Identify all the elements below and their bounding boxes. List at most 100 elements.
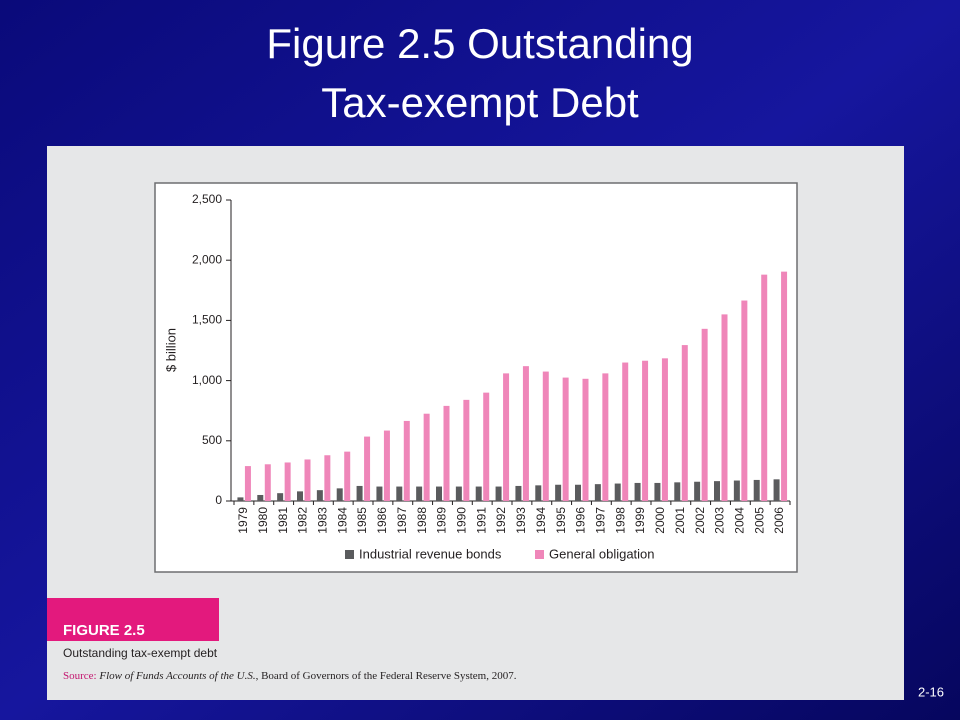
- bar: [614, 483, 621, 501]
- x-tick-label: 2001: [673, 507, 687, 534]
- bar: [297, 491, 303, 501]
- x-tick-label: 1984: [335, 507, 349, 534]
- figure-label-box: [47, 598, 219, 641]
- figure-label: FIGURE 2.5: [63, 622, 145, 639]
- x-tick-label: 1997: [594, 507, 608, 534]
- bar: [721, 314, 728, 501]
- source-title: Flow of Funds Accounts of the U.S.: [98, 670, 255, 682]
- bar: [773, 479, 780, 501]
- bar: [753, 479, 760, 501]
- figure-caption: Outstanding tax-exempt debt: [63, 646, 218, 660]
- bar: [495, 486, 502, 501]
- bar: [761, 274, 768, 501]
- bar: [781, 271, 788, 501]
- bar: [503, 373, 510, 501]
- bar: [237, 497, 244, 501]
- bar: [694, 481, 701, 501]
- x-tick-label: 1994: [534, 507, 548, 534]
- x-tick-label: 1989: [435, 507, 449, 534]
- x-tick-label: 2006: [772, 507, 786, 534]
- bar: [423, 413, 430, 501]
- bar: [542, 371, 549, 501]
- bar: [654, 482, 661, 501]
- legend-label: General obligation: [549, 546, 655, 561]
- bar: [562, 377, 569, 501]
- x-tick-label: 2003: [713, 507, 727, 534]
- bar: [344, 451, 351, 501]
- bar: [396, 486, 403, 501]
- x-tick-label: 1980: [256, 507, 270, 534]
- bar: [436, 486, 442, 501]
- bar: [336, 488, 343, 501]
- bar: [681, 345, 688, 501]
- slide-number: 2-16: [918, 684, 944, 699]
- x-tick-label: 1981: [276, 507, 290, 534]
- bar: [277, 493, 284, 501]
- figure-source: Source: Flow of Funds Accounts of the U.…: [63, 670, 517, 682]
- x-tick-label: 1979: [236, 507, 250, 534]
- y-tick-label: 2,000: [192, 252, 222, 266]
- bar: [463, 399, 470, 501]
- source-rest: , Board of Governors of the Federal Rese…: [256, 670, 517, 682]
- y-tick-label: 2,500: [192, 192, 222, 206]
- bar: [701, 328, 708, 501]
- x-tick-label: 2002: [693, 507, 707, 534]
- bar: [284, 462, 291, 501]
- bar: [582, 378, 589, 501]
- bar: [324, 455, 331, 501]
- slide-title: Tax-exempt Debt: [321, 79, 639, 126]
- y-tick-label: 1,000: [192, 373, 222, 387]
- bar: [575, 484, 581, 501]
- bar: [383, 430, 390, 501]
- bar: [455, 486, 462, 501]
- x-tick-label: 1993: [514, 507, 528, 534]
- bar: [741, 300, 748, 501]
- bar: [364, 436, 371, 501]
- bar: [515, 485, 522, 501]
- bar: [264, 464, 271, 501]
- bar: [356, 485, 363, 501]
- bar: [535, 485, 542, 501]
- x-tick-label: 1988: [415, 507, 429, 534]
- y-tick-label: 1,500: [192, 313, 222, 327]
- x-tick-label: 1990: [455, 507, 469, 534]
- bar: [642, 360, 649, 501]
- bar: [522, 366, 529, 501]
- x-tick-label: 1985: [355, 507, 369, 534]
- x-tick-label: 2000: [653, 507, 667, 534]
- x-tick-label: 1986: [375, 507, 389, 534]
- bar: [316, 490, 323, 501]
- bar: [244, 466, 251, 501]
- bar: [475, 486, 482, 501]
- bar: [443, 405, 450, 501]
- bar: [257, 494, 264, 501]
- bar: [661, 358, 668, 501]
- chart-frame: [154, 182, 798, 573]
- x-tick-label: 1982: [296, 507, 310, 534]
- x-tick-label: 1998: [613, 507, 627, 534]
- x-tick-label: 1992: [494, 507, 508, 534]
- bar: [304, 459, 311, 501]
- x-tick-label: 1999: [633, 507, 647, 534]
- x-tick-label: 1987: [395, 507, 409, 534]
- y-tick-label: 500: [202, 433, 222, 447]
- bar: [555, 484, 562, 501]
- legend-swatch: [345, 550, 354, 559]
- x-tick-label: 1995: [554, 507, 568, 534]
- y-axis-label: $ billion: [163, 328, 178, 372]
- legend-label: Industrial revenue bonds: [359, 546, 502, 561]
- bar: [376, 486, 383, 501]
- bar: [602, 373, 609, 501]
- bar: [622, 362, 629, 501]
- y-tick-label: 0: [215, 493, 222, 507]
- bar: [403, 420, 410, 501]
- bar: [594, 484, 601, 501]
- x-tick-label: 2004: [733, 507, 747, 534]
- source-label: Source:: [63, 670, 97, 682]
- x-tick-label: 1991: [474, 507, 488, 534]
- x-tick-label: 1983: [316, 507, 330, 534]
- bar: [674, 482, 681, 501]
- bar: [733, 480, 740, 501]
